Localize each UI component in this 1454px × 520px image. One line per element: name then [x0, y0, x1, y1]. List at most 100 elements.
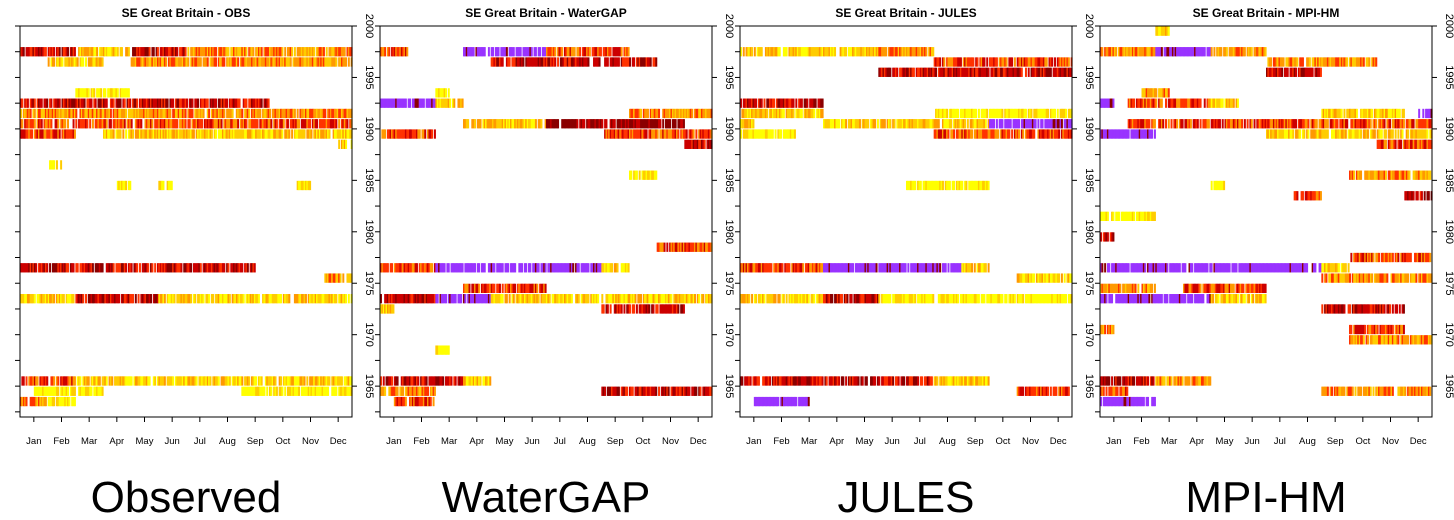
heat-cell	[670, 108, 673, 119]
x-tick-label: May	[136, 436, 154, 447]
heat-cell	[1008, 129, 1011, 139]
heat-cell	[539, 57, 542, 67]
heat-cell	[957, 119, 960, 129]
heat-cell	[170, 376, 173, 386]
heat-cell	[291, 376, 294, 386]
heat-cell	[615, 57, 618, 67]
heat-cell	[749, 376, 752, 386]
heat-cell	[669, 294, 672, 304]
heat-cell	[633, 170, 636, 180]
heat-cell	[311, 57, 314, 67]
heat-cell	[652, 129, 655, 139]
heat-cell	[190, 47, 193, 57]
heat-cell	[1029, 57, 1032, 67]
heat-cell	[554, 119, 557, 129]
heat-cell	[856, 47, 859, 57]
heat-cell	[857, 263, 860, 273]
heat-cell	[85, 108, 87, 119]
heat-cell	[116, 180, 119, 191]
heat-cell	[923, 119, 926, 129]
heat-cell	[966, 57, 969, 67]
heat-cell	[432, 376, 435, 386]
heat-cell	[216, 263, 219, 273]
heat-cell	[271, 57, 274, 67]
heat-cell	[181, 98, 184, 108]
heat-cell	[752, 108, 755, 119]
heat-cell	[901, 119, 904, 129]
heat-cell	[329, 57, 332, 67]
heat-cell	[282, 119, 285, 129]
heat-cell	[270, 129, 273, 139]
heat-cell	[115, 294, 118, 304]
heat-cell	[302, 119, 305, 129]
heat-cell	[1004, 294, 1007, 304]
heat-cell	[49, 263, 52, 273]
heat-cell	[417, 386, 420, 396]
heat-cell	[94, 263, 97, 273]
heat-cell	[903, 67, 906, 77]
heat-cell	[242, 98, 245, 108]
heat-cell	[676, 304, 679, 314]
heat-cell	[60, 160, 63, 170]
heat-cell	[327, 273, 330, 283]
heat-cell	[241, 376, 244, 386]
heat-cell	[969, 129, 972, 139]
heat-cell	[635, 129, 638, 139]
heat-cell	[932, 119, 935, 129]
heat-cell	[291, 386, 294, 396]
heat-cell	[591, 119, 594, 129]
heat-cell	[467, 376, 470, 386]
heat-cell	[1054, 386, 1056, 396]
heat-cell	[409, 129, 412, 139]
heat-cell	[60, 396, 63, 407]
heat-cell	[384, 386, 387, 396]
heat-cell	[278, 108, 281, 119]
heat-cell	[838, 376, 841, 386]
heat-cell	[706, 129, 709, 139]
heat-cell	[681, 129, 684, 139]
heat-cell	[233, 57, 236, 67]
heat-cell	[649, 294, 652, 304]
heat-cell	[166, 180, 169, 191]
heat-cell	[320, 294, 323, 304]
heat-cell	[69, 263, 72, 273]
heat-cell	[203, 119, 206, 129]
heat-cell	[170, 57, 173, 67]
heat-cell	[993, 129, 996, 139]
heat-cell	[957, 376, 960, 386]
heat-cell	[834, 47, 837, 57]
heat-cell	[384, 129, 387, 139]
heat-cell	[116, 263, 119, 273]
heat-cell	[198, 263, 201, 273]
heat-cell	[242, 294, 245, 304]
heat-cell	[91, 263, 94, 273]
heat-cell	[345, 129, 348, 139]
heat-cell	[208, 108, 211, 119]
heat-cell	[770, 47, 773, 57]
heat-cell	[436, 98, 439, 108]
heat-cell	[79, 263, 82, 273]
heat-cell	[198, 108, 201, 119]
heat-cell	[242, 386, 245, 396]
heat-cell	[759, 294, 762, 304]
heat-cell	[816, 263, 819, 273]
y-tick-label: 1980	[1083, 220, 1095, 244]
heat-cell	[1020, 129, 1023, 139]
heat-cell	[313, 376, 316, 386]
heat-cell	[1054, 273, 1056, 283]
heat-cell	[155, 129, 158, 139]
heat-cell	[933, 180, 936, 191]
heat-cell	[37, 119, 40, 129]
heat-cell	[310, 376, 313, 386]
heat-cell	[707, 129, 710, 139]
heat-cell	[500, 47, 503, 57]
heat-cell	[832, 119, 835, 129]
heat-cell	[249, 294, 252, 304]
heat-cell	[44, 396, 47, 407]
heat-cell	[930, 47, 933, 57]
heat-cell	[486, 376, 489, 386]
heat-cell	[332, 129, 335, 139]
heat-cell	[971, 294, 973, 304]
heat-cell	[892, 119, 895, 129]
heat-cell	[1013, 129, 1016, 139]
